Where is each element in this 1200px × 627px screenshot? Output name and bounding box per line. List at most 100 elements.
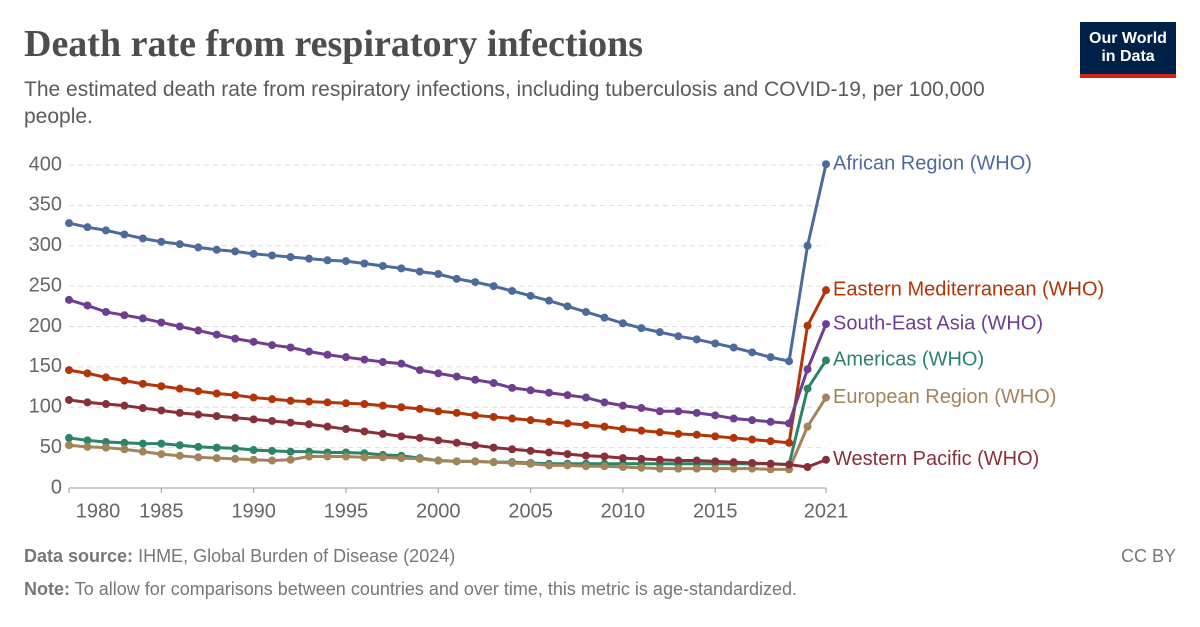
- logo-text: Our World in Data: [1089, 30, 1167, 65]
- data-point: [397, 264, 406, 273]
- data-point: [120, 376, 129, 385]
- data-point: [766, 465, 775, 474]
- data-point: [674, 456, 683, 465]
- data-point: [600, 422, 609, 431]
- data-point: [120, 445, 129, 454]
- data-point: [138, 234, 147, 243]
- data-point: [157, 439, 166, 448]
- data-point: [434, 270, 443, 279]
- data-point: [711, 432, 720, 441]
- data-point: [545, 448, 554, 457]
- logo[interactable]: Our World in Data: [1080, 22, 1176, 78]
- y-tick-label: 350: [29, 194, 62, 216]
- data-point: [545, 417, 554, 426]
- data-point: [175, 408, 184, 417]
- data-point: [637, 463, 646, 472]
- data-point: [378, 358, 387, 367]
- data-point: [323, 398, 332, 407]
- x-tick-label: 2010: [601, 500, 646, 522]
- data-point: [268, 456, 277, 465]
- data-point: [360, 427, 369, 436]
- x-tick-label: 1995: [324, 500, 369, 522]
- data-point: [341, 452, 350, 461]
- data-point: [766, 353, 775, 362]
- data-point: [655, 428, 664, 437]
- data-point: [581, 462, 590, 471]
- data-point: [323, 422, 332, 431]
- data-point: [822, 160, 830, 169]
- data-point: [249, 393, 258, 402]
- data-point: [231, 444, 240, 453]
- y-tick-label: 100: [29, 396, 62, 418]
- data-point: [286, 418, 295, 427]
- data-point: [120, 438, 129, 447]
- data-point: [194, 453, 203, 462]
- data-point: [397, 403, 406, 412]
- data-point: [65, 219, 73, 228]
- data-point: [508, 414, 517, 423]
- data-point: [138, 314, 147, 323]
- data-point: [120, 230, 129, 239]
- y-tick-label: 50: [40, 436, 62, 458]
- data-point: [231, 454, 240, 463]
- legend-label: Americas (WHO): [833, 349, 984, 371]
- data-point: [101, 443, 110, 452]
- data-point: [120, 311, 129, 320]
- data-point: [434, 407, 443, 416]
- data-point: [581, 451, 590, 460]
- data-point: [305, 452, 314, 461]
- data-point: [341, 399, 350, 408]
- series-line: [68, 163, 828, 364]
- data-point: [692, 335, 701, 344]
- data-point: [231, 391, 240, 400]
- data-point: [305, 397, 314, 406]
- data-point: [785, 357, 794, 366]
- note-label: Note:: [24, 579, 70, 599]
- data-point: [452, 372, 461, 381]
- data-point: [803, 463, 812, 472]
- data-point: [471, 457, 480, 466]
- data-point: [360, 453, 369, 462]
- data-point: [212, 389, 221, 398]
- data-point: [489, 379, 498, 388]
- data-point: [175, 322, 184, 331]
- data-point: [323, 256, 332, 265]
- data-point: [249, 249, 258, 258]
- data-point: [692, 408, 701, 417]
- data-point: [471, 441, 480, 450]
- license[interactable]: CC BY: [1120, 546, 1176, 566]
- source-text: IHME, Global Burden of Disease (2024): [138, 546, 456, 566]
- data-point: [563, 391, 572, 400]
- data-point: [452, 274, 461, 283]
- data-point: [729, 464, 738, 473]
- data-point: [212, 454, 221, 463]
- data-point: [748, 416, 757, 425]
- data-point: [471, 278, 480, 287]
- data-point: [711, 457, 720, 466]
- data-point: [378, 429, 387, 438]
- data-point: [674, 407, 683, 416]
- data-point: [600, 452, 609, 461]
- data-point: [286, 455, 295, 464]
- data-point: [305, 347, 314, 356]
- chart-title: Death rate from respiratory infections: [24, 23, 644, 65]
- data-point: [138, 447, 147, 456]
- data-point: [286, 447, 295, 456]
- data-point: [748, 348, 757, 357]
- data-point: [452, 438, 461, 447]
- data-point: [618, 454, 627, 463]
- data-point: [822, 320, 830, 329]
- y-tick-label: 300: [29, 234, 62, 256]
- data-point: [83, 301, 92, 310]
- x-tick-label: 2021: [804, 500, 849, 522]
- data-point: [489, 412, 498, 421]
- data-point: [434, 456, 443, 465]
- data-point: [323, 452, 332, 461]
- data-point: [526, 446, 535, 455]
- data-point: [637, 404, 646, 413]
- data-point: [378, 453, 387, 462]
- data-point: [194, 326, 203, 335]
- data-point: [305, 254, 314, 263]
- data-point: [729, 458, 738, 467]
